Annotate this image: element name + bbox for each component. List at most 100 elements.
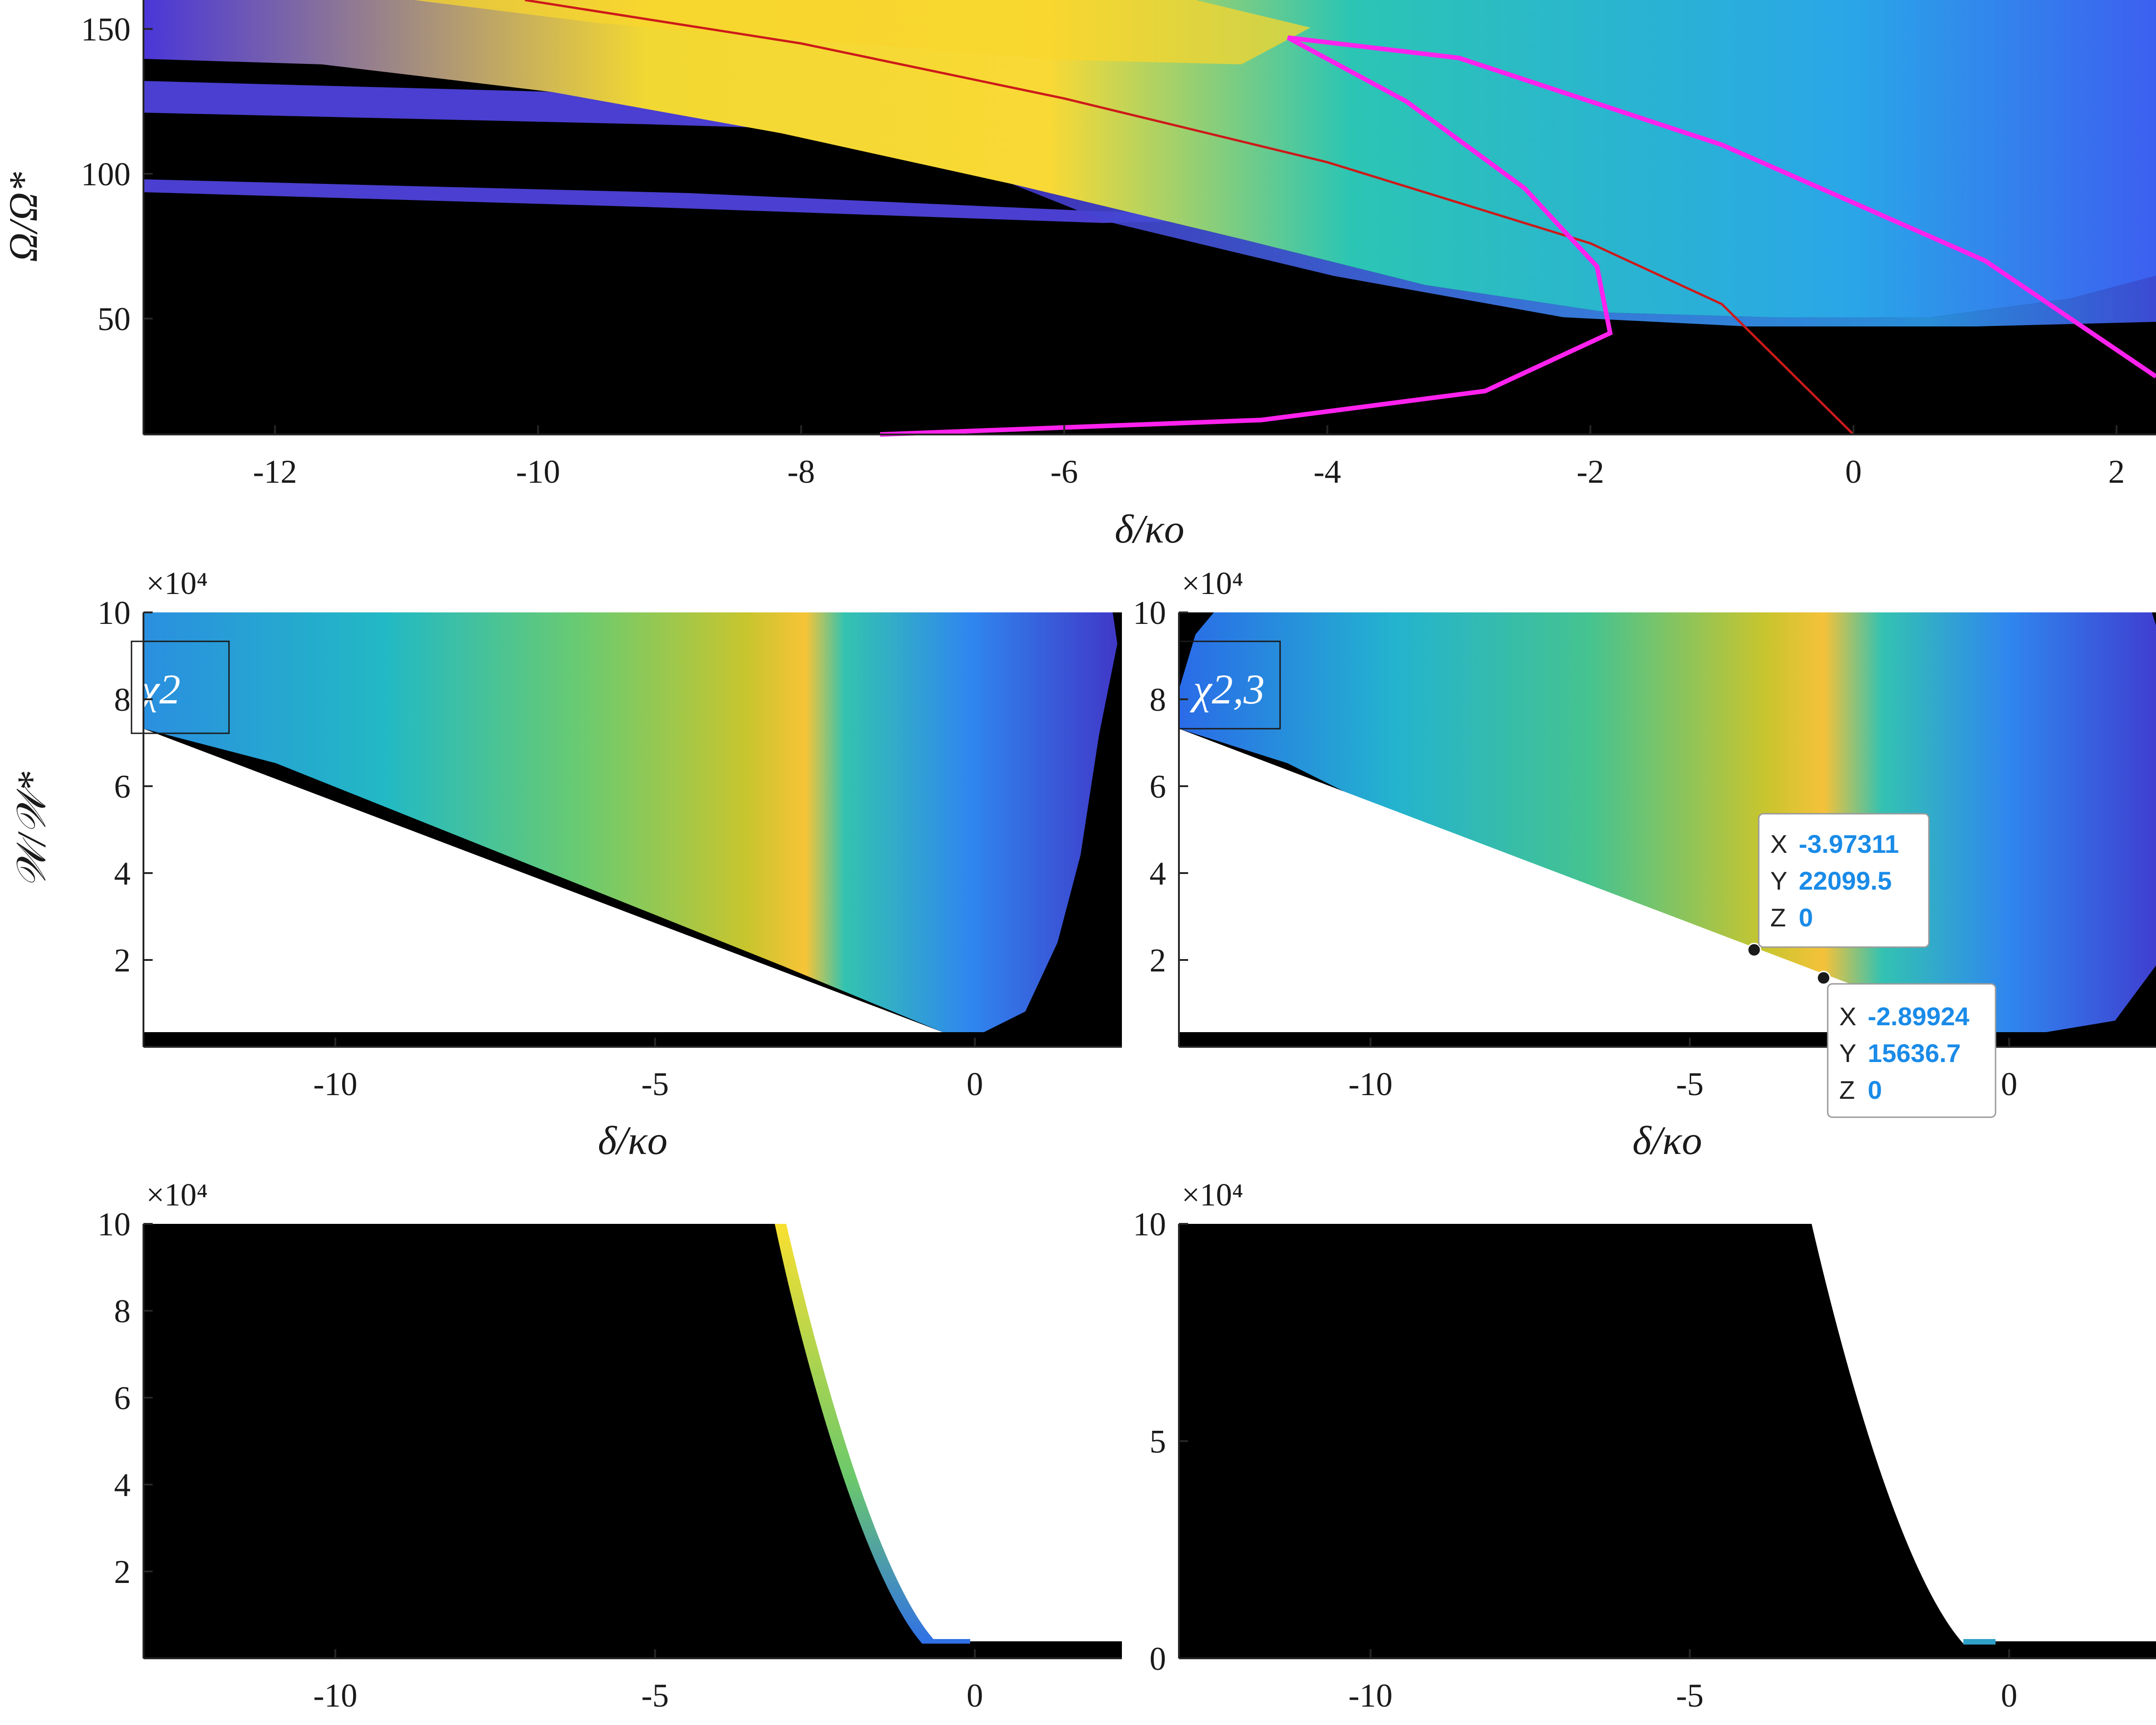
top-magenta-curve	[880, 35, 2156, 437]
datatip-1-x-value: -3.97311	[1799, 829, 1899, 858]
bottom-left-y-tick-label: 10	[97, 1206, 131, 1243]
mid-left-bottom-strip	[143, 1032, 1122, 1047]
bottom-left-y-tick-label: 4	[114, 1467, 131, 1503]
mid-right-x-ticks: -10 -5 0	[1349, 1038, 2018, 1102]
mid-left-x-tick-label: -10	[313, 1066, 357, 1102]
bottom-left-x-ticks: -10 -5 0	[313, 1649, 983, 1714]
mid-left-y-tick-label: 6	[114, 768, 131, 805]
mid-right-x-tick-label: 0	[2001, 1066, 2018, 1102]
mid-left-y-tick-label: 8	[114, 681, 131, 718]
bottom-right-x-ticks: -10 -5 0	[1349, 1649, 2018, 1714]
top-y-tick-label: 100	[81, 156, 131, 193]
bottom-left-y-tick-label: 2	[114, 1554, 131, 1590]
mid-right-x-label: δ/κo	[1632, 1119, 1702, 1163]
top-x-tick-label: 0	[1845, 453, 1862, 490]
bottom-left-x-tick-label: 0	[966, 1677, 983, 1714]
mid-right-y-tick-label: 8	[1149, 681, 1166, 718]
bottom-right-y-tick-label: 5	[1149, 1423, 1166, 1460]
bottom-left-white-region	[775, 1224, 1122, 1644]
top-x-tick-label: -6	[1051, 453, 1078, 490]
bottom-right-x-tick-label: -5	[1676, 1677, 1704, 1714]
bottom-left-colored-edge	[775, 1224, 970, 1646]
datatip-1-y-key: Y	[1770, 866, 1787, 895]
top-band-3	[143, 179, 1379, 223]
bottom-left-multiplier: ×10⁴	[146, 1177, 208, 1213]
mid-right-multiplier: ×10⁴	[1182, 566, 1243, 601]
mid-right-x-tick-label: -10	[1349, 1066, 1393, 1102]
bottom-left-y-tick-label: 6	[114, 1380, 131, 1417]
datatip-1-x-key: X	[1770, 829, 1787, 858]
datatip-1-box[interactable]	[1758, 813, 1930, 948]
mid-left-multiplier: ×10⁴	[146, 566, 208, 601]
mid-right-white-wedge	[1179, 729, 1977, 1032]
datatip-2-z-value: 0	[1868, 1075, 1882, 1104]
top-x-tick-label: -10	[516, 453, 560, 490]
mid-right-chart: χ2,3 -10 -5 0 2 4 6 8 10 ×10⁴ δ/κo X -3.97311 …	[1133, 566, 2156, 1163]
bottom-right-y-tick-label: 0	[1149, 1640, 1166, 1677]
top-y-tick-label: 50	[97, 301, 131, 337]
datatip-2[interactable]: X -2.89924 Y 15636.7 Z 0	[1816, 971, 1996, 1118]
mid-left-y-tick-label: 2	[114, 942, 131, 979]
bottom-right-x-tick-label: -10	[1349, 1677, 1393, 1714]
top-x-tick-label: 2	[2108, 453, 2125, 490]
mid-right-y-ticks: 2 4 6 8 10	[1133, 594, 1188, 979]
datatip-2-box[interactable]	[1827, 983, 1996, 1118]
bottom-right-white-region	[1812, 1224, 2156, 1644]
bottom-right-multiplier: ×10⁴	[1182, 1177, 1243, 1213]
bottom-right-y-ticks: 0 5 10	[1133, 1206, 1188, 1677]
mid-right-y-tick-label: 2	[1149, 942, 1166, 979]
datatip-1-y-value: 22099.5	[1799, 866, 1892, 895]
bottom-right-chart: -10 -5 0 0 5 10 ×10⁴	[1133, 1177, 2156, 1714]
datatip-2-marker[interactable]	[1816, 971, 1831, 985]
top-x-tick-label: -2	[1577, 453, 1604, 490]
datatip-1-marker[interactable]	[1747, 942, 1761, 957]
top-x-tick-label: -4	[1314, 453, 1341, 490]
top-band-main	[143, 0, 2156, 317]
mid-left-x-label: δ/κo	[598, 1119, 668, 1163]
top-heatmap-region	[143, 0, 2156, 326]
datatip-2-x-value: -2.89924	[1868, 1002, 1969, 1031]
mid-left-x-ticks: -10 -5 0	[313, 1038, 983, 1102]
mid-left-y-ticks: 2 4 6 8 10	[97, 594, 153, 979]
top-red-curve	[525, 0, 1854, 435]
bottom-left-y-ticks: 2 4 6 8 10	[97, 1206, 153, 1590]
mid-right-x-tick-label: -5	[1676, 1066, 1704, 1102]
top-x-ticks: -12 -10 -8 -6 -4 -2 0 2	[253, 425, 2125, 490]
bottom-right-edge-sliver	[1963, 1639, 1996, 1645]
bottom-left-x-tick-label: -10	[313, 1677, 357, 1714]
top-band-tail	[1012, 184, 2156, 326]
top-y-ticks: 50 100 150	[81, 11, 153, 337]
datatip-1[interactable]: X -3.97311 Y 22099.5 Z 0	[1747, 813, 1930, 957]
bottom-right-x-tick-label: 0	[2001, 1677, 2018, 1714]
mid-left-white-wedge	[143, 729, 943, 1032]
datatip-2-x-key: X	[1839, 1002, 1856, 1031]
datatip-2-y-key: Y	[1839, 1039, 1856, 1068]
top-chart: -12 -10 -8 -6 -4 -2 0 2 50 100 150 δ/κo Ω/Ω*	[1, 0, 2156, 552]
mid-right-y-tick-label: 6	[1149, 768, 1166, 805]
mid-left-heatmap-region	[143, 612, 1117, 1034]
mid-right-panel-label: χ2,3	[1190, 666, 1264, 713]
bottom-left-chart: -10 -5 0 2 4 6 8 10 ×10⁴	[97, 1177, 1122, 1714]
top-y-label: Ω/Ω*	[1, 172, 46, 262]
mid-right-y-tick-label: 10	[1133, 594, 1166, 631]
top-x-tick-label: -8	[787, 453, 815, 490]
bottom-left-bottom-strip	[143, 1644, 1122, 1658]
top-y-tick-label: 150	[81, 11, 131, 48]
datatip-1-z-value: 0	[1799, 903, 1813, 932]
mid-left-y-label: 𝒲/𝒲*	[10, 772, 54, 888]
mid-left-y-tick-label: 10	[97, 594, 131, 631]
mid-left-y-tick-label: 4	[114, 855, 131, 892]
datatip-2-y-value: 15636.7	[1868, 1039, 1961, 1068]
top-x-tick-label: -12	[253, 453, 297, 490]
mid-right-y-tick-label: 4	[1149, 855, 1166, 892]
top-x-label: δ/κo	[1115, 507, 1184, 552]
datatip-1-z-key: Z	[1770, 903, 1786, 932]
mid-left-x-tick-label: 0	[966, 1066, 983, 1102]
bottom-right-bottom-strip	[1179, 1645, 2156, 1658]
top-band-core	[414, 0, 1310, 64]
mid-left-panel-label-box	[131, 640, 230, 734]
bottom-left-x-tick-label: -5	[641, 1677, 669, 1714]
mid-left-x-tick-label: -5	[641, 1066, 669, 1102]
